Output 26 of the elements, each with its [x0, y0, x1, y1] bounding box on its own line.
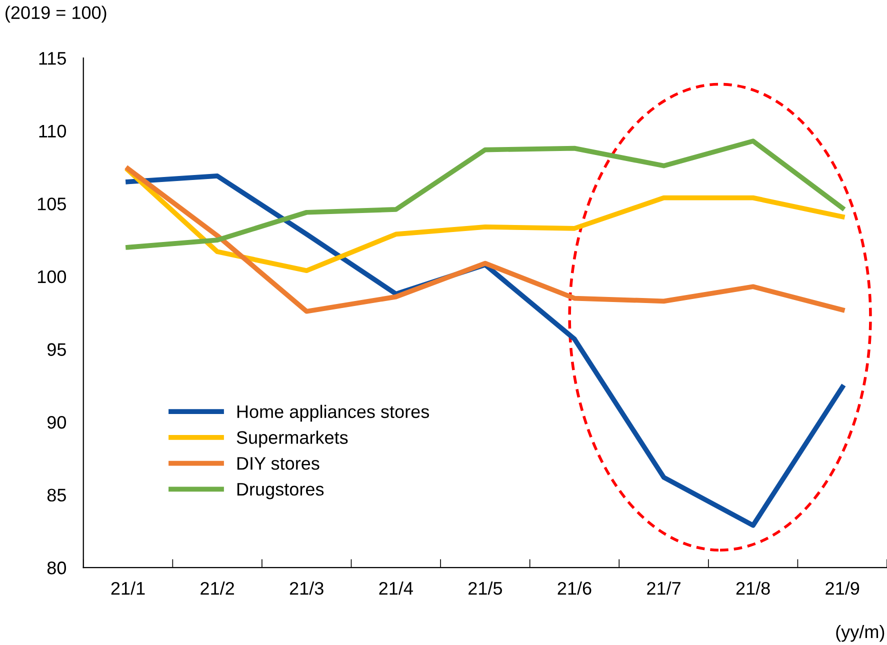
- y-tick-label: 110: [39, 124, 66, 138]
- y-axis-title: (2019 = 100): [6, 6, 106, 23]
- legend-label: Drugstores: [237, 483, 324, 500]
- x-tick-label: 21/7: [647, 581, 680, 595]
- y-tick-label: 115: [39, 52, 66, 65]
- y-tick-label: 85: [47, 488, 66, 502]
- x-tick-label: 21/2: [200, 581, 234, 595]
- x-axis-title: (yy/m): [836, 624, 884, 642]
- x-tick-label: 21/1: [111, 581, 145, 595]
- y-tick-label: 80: [47, 562, 66, 574]
- y-tick-label: 105: [38, 198, 66, 210]
- y-tick-label: 90: [47, 416, 66, 429]
- x-tick-label: 21/8: [736, 581, 770, 595]
- line-series: [126, 138, 845, 250]
- legend-label: Home appliances stores: [237, 404, 429, 422]
- x-tick-label: 21/6: [558, 581, 592, 595]
- legend-label: Supermarkets: [236, 430, 348, 448]
- y-tick-label: 100: [38, 270, 66, 284]
- x-tick-label: 21/4: [379, 581, 413, 595]
- line-series: [126, 168, 845, 274]
- line-series: [126, 166, 845, 314]
- x-tick-label: 21/3: [290, 581, 324, 595]
- x-tick-label: 21/5: [468, 581, 502, 595]
- legend-label: DIY stores: [237, 457, 320, 470]
- x-tick-label: 21/9: [826, 581, 860, 595]
- y-tick-label: 95: [47, 343, 66, 356]
